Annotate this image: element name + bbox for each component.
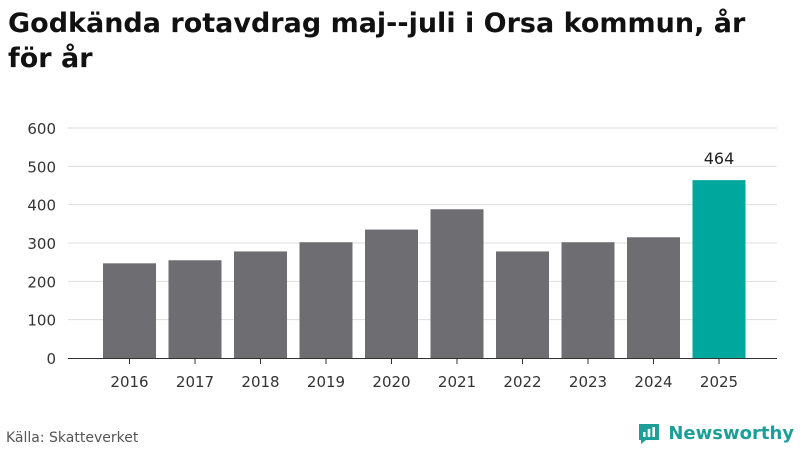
x-tick-label: 2021 (438, 373, 476, 391)
y-tick-label: 400 (27, 197, 56, 215)
x-axis-ticks: 2016 2017 2018 2019 2020 2021 2022 2023 2024 2025 (110, 358, 738, 391)
x-tick-label: 2017 (176, 373, 214, 391)
x-tick-label: 2023 (569, 373, 607, 391)
data-label: 464 (704, 149, 735, 168)
brand-name: Newsworthy (668, 422, 794, 444)
bar-2018 (234, 251, 287, 358)
source-note: Källa: Skatteverket (6, 430, 139, 446)
bar-2020 (365, 229, 418, 358)
bar-2017 (168, 260, 222, 358)
y-tick-label: 500 (27, 158, 56, 176)
bar-2022 (496, 251, 549, 358)
x-tick-label: 2024 (634, 373, 672, 391)
bar-2023 (561, 242, 615, 358)
y-tick-label: 100 (27, 312, 56, 330)
y-tick-label: 600 (27, 120, 56, 138)
y-tick-label: 0 (46, 350, 56, 368)
bar-2019 (299, 242, 353, 358)
bar-2021 (430, 209, 484, 358)
x-tick-label: 2022 (503, 373, 541, 391)
x-tick-label: 2025 (700, 373, 738, 391)
bar-2016 (103, 263, 156, 358)
y-axis-ticks: 0 100 200 300 400 500 600 (27, 120, 56, 368)
brand-logo: Newsworthy (637, 420, 794, 446)
x-tick-label: 2016 (110, 373, 148, 391)
bar-2025 (692, 180, 746, 358)
y-tick-label: 200 (27, 273, 56, 291)
newsworthy-logo-icon (639, 424, 660, 444)
bar-2024 (627, 237, 680, 358)
chart-title: Godkända rotavdrag maj--juli i Orsa komm… (8, 8, 746, 74)
x-tick-label: 2018 (241, 373, 279, 391)
x-tick-label: 2020 (372, 373, 410, 391)
y-tick-label: 300 (27, 235, 56, 253)
bars (103, 180, 746, 358)
x-tick-label: 2019 (307, 373, 345, 391)
data-labels: 464 (704, 149, 735, 168)
